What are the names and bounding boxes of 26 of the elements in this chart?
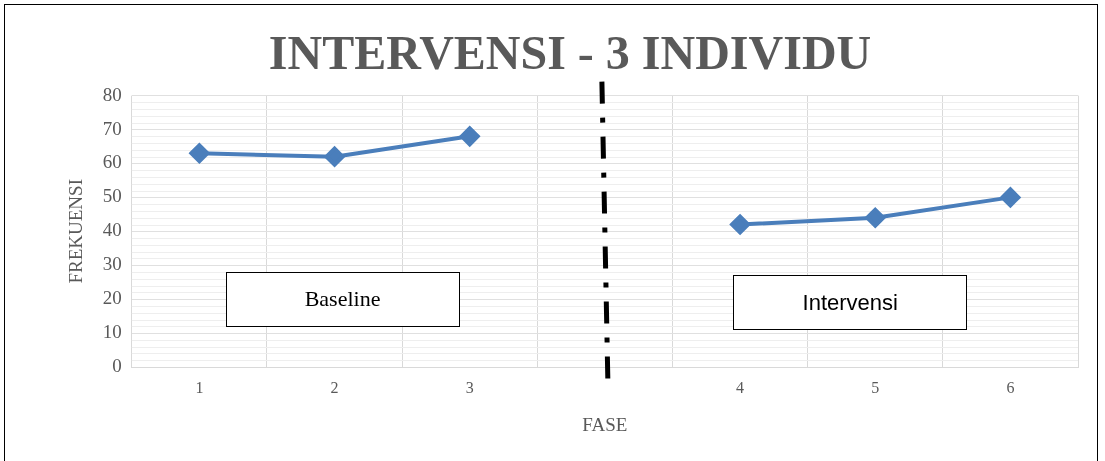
x-tick-label: 6 [1006,378,1015,396]
y-tick-label: 70 [102,117,122,139]
x-tick-label: 2 [330,378,339,396]
x-tick-label: 5 [871,378,880,396]
y-tick-label: 50 [102,185,122,207]
x-tick-label: 3 [465,378,474,396]
y-axis-title: FREKUENSI [65,179,87,284]
x-tick-label: 1 [195,378,204,396]
y-tick-label: 10 [102,321,122,343]
point [865,207,886,228]
point [730,214,751,235]
y-tick-label: 20 [102,287,122,309]
point [189,143,210,164]
text-box: Intervensi [733,275,968,331]
point [459,126,480,147]
x-tick-label: 4 [736,378,745,396]
chart-title: INTERVENSI - 3 INDIVIDU [268,26,872,80]
point [324,146,345,167]
y-tick-label: 0 [112,354,122,376]
text-box: Baseline [225,271,460,327]
y-tick-label: 60 [102,151,122,173]
y-tick-label: 40 [102,219,122,241]
y-tick-label: 30 [102,253,122,275]
y-tick-label: 80 [102,83,122,105]
point [1000,187,1021,208]
x-axis-title: FASE [582,413,628,435]
